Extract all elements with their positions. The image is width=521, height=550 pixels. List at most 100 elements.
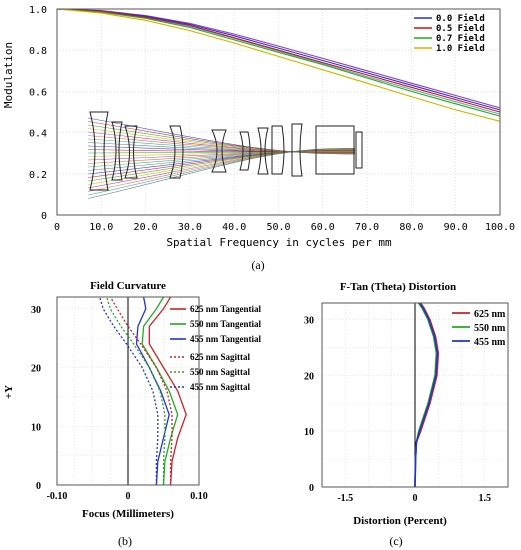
mtf-x-tick-label: 90.0 bbox=[444, 222, 468, 233]
fc-y-tick-label: 10 bbox=[31, 422, 41, 433]
fc-series-line bbox=[148, 296, 187, 486]
fc-x-tick-label: 0 bbox=[126, 491, 131, 502]
fc-y-tick-label: 0 bbox=[36, 481, 41, 492]
field-curvature-series bbox=[98, 296, 187, 486]
lens-element bbox=[211, 129, 227, 173]
lens-element bbox=[315, 125, 355, 175]
mtf-y-axis-label: Modulation bbox=[2, 42, 15, 108]
mtf-x-tick-label: 80.0 bbox=[399, 222, 423, 233]
mtf-y-tick-label: 0.2 bbox=[29, 170, 47, 181]
fc-legend-label: 455 nm Sagittal bbox=[190, 382, 251, 392]
panel-label-a: (a) bbox=[251, 258, 264, 272]
dist-x-tick-label: -1.5 bbox=[337, 493, 353, 504]
mtf-series-line bbox=[56, 8, 501, 117]
mtf-legend-label: 0.7 Field bbox=[436, 33, 485, 44]
dist-y-tick-label: 20 bbox=[304, 371, 314, 382]
mtf-legend-label: 1.0 Field bbox=[436, 43, 485, 54]
fc-series-line bbox=[141, 296, 179, 486]
mtf-x-tick-label: 70.0 bbox=[355, 222, 379, 233]
field-curvature-grid bbox=[57, 297, 199, 485]
distortion-panel: F-Tan (Theta) Distortion -1.5 0 1.5 0 10 20 3… bbox=[304, 281, 509, 548]
mtf-series bbox=[56, 8, 501, 122]
mtf-x-tick-label: 20.0 bbox=[134, 222, 158, 233]
panel-label-b: (b) bbox=[118, 534, 132, 548]
field-curvature-y-tick-labels: 0 10 20 30 bbox=[31, 305, 41, 492]
mtf-x-tick-label: 100.0 bbox=[485, 222, 515, 233]
mtf-x-tick-label: 60.0 bbox=[311, 222, 335, 233]
fc-series-line bbox=[106, 296, 166, 485]
fc-series-line bbox=[98, 296, 159, 485]
mtf-aux-line bbox=[56, 8, 501, 109]
mtf-x-tick-label: 0 bbox=[54, 222, 60, 233]
fc-y-tick-label: 30 bbox=[31, 305, 41, 316]
mtf-y-tick-label: 0.6 bbox=[29, 87, 47, 98]
distortion-series bbox=[414, 302, 440, 488]
field-curvature-legend: 625 nm Tangential 550 nm Tangential 455 nm… bbox=[170, 304, 262, 392]
dist-y-tick-label: 10 bbox=[304, 427, 314, 438]
field-curvature-x-axis-label: Focus (Millimeters) bbox=[82, 508, 174, 520]
field-curvature-title: Field Curvature bbox=[90, 280, 166, 292]
distortion-x-tick-labels: -1.5 0 1.5 bbox=[337, 493, 491, 504]
field-curvature-panel: Field Curvature -0.10 0 0.10 0 10 20 30 Focus… bbox=[3, 280, 262, 548]
fc-legend-label: 625 nm Sagittal bbox=[190, 352, 251, 362]
mtf-series-line bbox=[56, 8, 501, 111]
lens-element bbox=[111, 121, 123, 181]
mtf-x-axis-label: Spatial Frequency in cycles per mm bbox=[166, 236, 392, 249]
lens-element bbox=[291, 123, 303, 177]
fc-x-tick-label: 0.10 bbox=[190, 491, 208, 502]
mtf-y-tick-label: 0 bbox=[41, 211, 47, 222]
lens-element bbox=[271, 125, 285, 175]
mtf-x-tick-labels: 0 10.0 20.0 30.0 40.0 50.0 60.0 70.0 80.0 90.0 100… bbox=[54, 222, 515, 233]
dist-legend-label: 455 nm bbox=[474, 337, 506, 348]
mtf-x-tick-label: 30.0 bbox=[178, 222, 202, 233]
field-curvature-frame bbox=[56, 296, 200, 486]
distortion-legend: 625 nm 550 nm 455 nm bbox=[452, 309, 506, 348]
mtf-series-line bbox=[56, 8, 501, 113]
distortion-x-axis-label: Distortion (Percent) bbox=[353, 515, 447, 527]
mtf-y-tick-label: 0.8 bbox=[29, 46, 47, 57]
lens-elements bbox=[89, 111, 363, 191]
mtf-y-tick-label: 0.4 bbox=[29, 129, 47, 140]
dist-series-line bbox=[414, 302, 439, 488]
lens-element bbox=[89, 111, 109, 191]
mtf-x-tick-label: 10.0 bbox=[89, 222, 113, 233]
mtf-y-tick-labels: 0 0.2 0.4 0.6 0.8 1.0 bbox=[29, 5, 47, 222]
dist-x-tick-label: 1.5 bbox=[479, 493, 492, 504]
fc-legend-label: 550 nm Sagittal bbox=[190, 367, 251, 377]
dist-legend-label: 550 nm bbox=[474, 323, 506, 334]
fc-legend-label: 625 nm Tangential bbox=[190, 304, 262, 314]
fc-legend-label: 455 nm Tangential bbox=[190, 334, 262, 344]
mtf-y-tick-label: 1.0 bbox=[29, 5, 47, 16]
mtf-series-line bbox=[56, 8, 501, 122]
dist-legend-label: 625 nm bbox=[474, 309, 506, 320]
lens-element bbox=[124, 125, 138, 179]
mtf-x-tick-label: 50.0 bbox=[266, 222, 290, 233]
field-curvature-x-tick-labels: -0.10 0 0.10 bbox=[47, 491, 208, 502]
panel-label-c: (c) bbox=[389, 534, 402, 548]
mtf-legend-label: 0.5 Field bbox=[436, 23, 485, 34]
lens-element bbox=[169, 125, 184, 179]
distortion-grid bbox=[322, 303, 508, 487]
lens-element bbox=[239, 131, 251, 171]
mtf-plot-frame bbox=[56, 8, 501, 216]
dist-x-tick-label: 0 bbox=[413, 493, 418, 504]
fc-x-tick-label: -0.10 bbox=[47, 491, 68, 502]
lens-layout-inset bbox=[87, 111, 363, 199]
dist-y-tick-label: 30 bbox=[304, 316, 314, 327]
field-curvature-y-axis-label: +Y bbox=[3, 385, 15, 399]
fc-legend-label: 550 nm Tangential bbox=[190, 319, 262, 329]
fc-series-line bbox=[135, 296, 170, 486]
dist-y-tick-label: 0 bbox=[309, 483, 314, 494]
distortion-y-tick-labels: 0 10 20 30 bbox=[304, 316, 314, 494]
distortion-frame bbox=[321, 302, 509, 488]
lens-element bbox=[257, 127, 269, 175]
fc-y-tick-label: 20 bbox=[31, 364, 41, 375]
mtf-panel: 0 10.0 20.0 30.0 40.0 50.0 60.0 70.0 80.0 90.0 100… bbox=[2, 5, 515, 272]
mtf-legend-label: 0.0 Field bbox=[436, 13, 485, 24]
lens-ray bbox=[87, 148, 356, 192]
fc-series-line bbox=[109, 296, 173, 485]
lens-element bbox=[355, 131, 363, 169]
mtf-x-tick-label: 40.0 bbox=[222, 222, 246, 233]
distortion-title: F-Tan (Theta) Distortion bbox=[340, 281, 456, 293]
